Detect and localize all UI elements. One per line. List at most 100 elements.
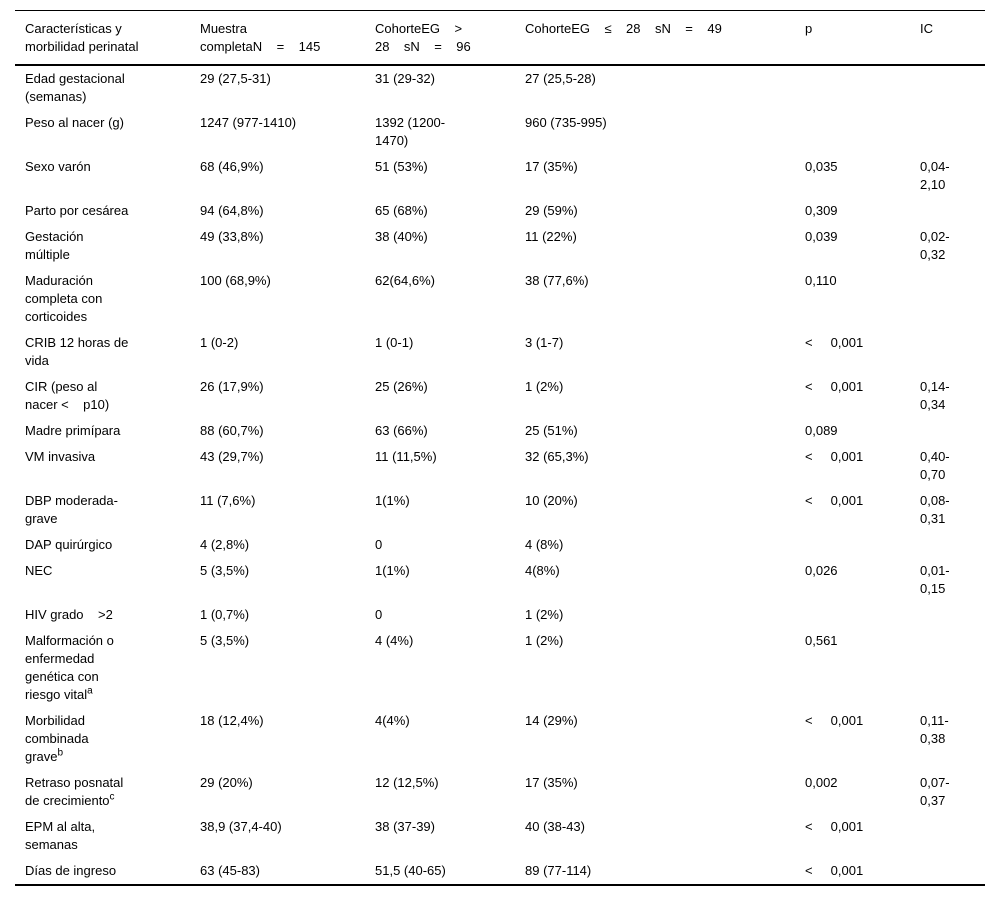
row-label-cell: Retraso posnatal de crecimientoc [25, 775, 124, 808]
p-value-cell: 0,309 [805, 203, 838, 218]
cohorte-le28-cell: 4(8%) [525, 563, 560, 578]
cohorte-le28-cell: 11 (22%) [525, 229, 577, 244]
row-label-cell: DAP quirúrgico [25, 537, 113, 552]
table-header: Características y morbilidad perinatal M… [15, 10, 985, 66]
footnote-marker: b [57, 747, 64, 759]
table-row: CRIB 12 horas de vida 1 (0-2) 1 (0-1) 3 (1-… [15, 330, 985, 374]
table-row: HIV grado >2 1 (0,7%) 0 1 (2%) [15, 602, 985, 628]
table-row: Malformación o enfermedad genética con r… [15, 628, 985, 708]
table-body: Edad gestacional (semanas) 29 (27,5-31) 31… [15, 65, 985, 885]
ic-cell: 0,07- 0,37 [920, 775, 950, 808]
column-header-muestra-completa: Muestra completaN = 145 [200, 10, 375, 66]
perinatal-morbidity-table: Características y morbilidad perinatal M… [15, 10, 985, 886]
cohorte-le28-cell: 25 (51%) [525, 423, 578, 438]
cohorte-le28-cell: 10 (20%) [525, 493, 578, 508]
cohorte-gt28-cell: 31 (29-32) [375, 71, 435, 86]
row-label-cell: Sexo varón [25, 159, 91, 174]
p-value-cell [805, 532, 920, 558]
table-row: EPM al alta, semanas 38,9 (37,4-40) 38 (37… [15, 814, 985, 858]
cohorte-le28-cell: 29 (59%) [525, 203, 578, 218]
ic-cell [920, 330, 985, 374]
muestra-completa-cell: 11 (7,6%) [200, 493, 256, 508]
table-row: Retraso posnatal de crecimientoc 29 (20%)… [15, 770, 985, 814]
muestra-completa-cell: 38,9 (37,4-40) [200, 819, 282, 834]
column-header-p: p [805, 10, 920, 66]
muestra-completa-cell: 26 (17,9%) [200, 379, 264, 394]
table-row: Morbilidad combinada graveb 18 (12,4%) 4(4… [15, 708, 985, 770]
p-value-cell: 0,002 [805, 775, 838, 790]
cohorte-le28-cell: 1 (2%) [525, 379, 564, 394]
row-label-cell: NEC [25, 563, 53, 578]
column-header-cohorte-le28: CohorteEG ≤ 28 sN = 49 [525, 10, 805, 66]
cohorte-gt28-cell: 4 (4%) [375, 633, 414, 648]
ic-cell: 0,14- 0,34 [920, 379, 950, 412]
p-value-cell: 0,039 [805, 229, 838, 244]
cohorte-le28-cell: 1 (2%) [525, 607, 564, 622]
table-row: Maduración completa con corticoides 100 (… [15, 268, 985, 330]
footnote-marker: a [87, 685, 93, 697]
ic-cell [920, 814, 985, 858]
footnote-marker: c [109, 791, 115, 803]
table-row: Gestación múltiple 49 (33,8%) 38 (40%) 11 (… [15, 224, 985, 268]
muestra-completa-cell: 29 (27,5-31) [200, 71, 271, 86]
cohorte-gt28-cell: 38 (40%) [375, 229, 428, 244]
cohorte-gt28-cell: 0 [375, 607, 383, 622]
cohorte-le28-cell: 14 (29%) [525, 713, 578, 728]
cohorte-gt28-cell: 11 (11,5%) [375, 449, 437, 464]
cohorte-gt28-cell: 51,5 (40-65) [375, 863, 446, 878]
table-row: Parto por cesárea 94 (64,8%) 65 (68%) 29 (5… [15, 198, 985, 224]
page: { "page": { "background_color": "#ffffff… [0, 10, 1000, 906]
muestra-completa-cell: 94 (64,8%) [200, 203, 264, 218]
muestra-completa-cell: 18 (12,4%) [200, 713, 264, 728]
cohorte-le28-cell: 3 (1-7) [525, 335, 564, 350]
table-row: Peso al nacer (g) 1247 (977-1410) 1392 (12… [15, 110, 985, 154]
p-value-cell: < 0,001 [805, 863, 864, 878]
muestra-completa-cell: 68 (46,9%) [200, 159, 264, 174]
ic-cell [920, 268, 985, 330]
ic-cell [920, 110, 985, 154]
row-label-cell: Morbilidad combinada graveb [25, 713, 89, 764]
cohorte-gt28-cell: 38 (37-39) [375, 819, 435, 834]
row-label-cell: CIR (peso al nacer < p10) [25, 379, 110, 412]
cohorte-le28-cell: 17 (35%) [525, 775, 578, 790]
p-value-cell: 0,561 [805, 633, 838, 648]
ic-cell [920, 602, 985, 628]
muestra-completa-cell: 1 (0,7%) [200, 607, 250, 622]
cohorte-le28-cell: 38 (77,6%) [525, 273, 589, 288]
row-label-cell: CRIB 12 horas de vida [25, 335, 129, 368]
column-header-cohorte-gt28: CohorteEG > 28 sN = 96 [375, 10, 525, 66]
muestra-completa-cell: 1 (0-2) [200, 335, 239, 350]
cohorte-le28-cell: 40 (38-43) [525, 819, 585, 834]
ic-cell [920, 198, 985, 224]
row-label-cell: VM invasiva [25, 449, 96, 464]
cohorte-gt28-cell: 65 (68%) [375, 203, 428, 218]
p-value-cell [805, 65, 920, 110]
muestra-completa-cell: 5 (3,5%) [200, 633, 250, 648]
table-row: Días de ingreso 63 (45-83) 51,5 (40-65) 89 … [15, 858, 985, 885]
p-value-cell: 0,026 [805, 563, 838, 578]
table-container: Características y morbilidad perinatal M… [15, 10, 985, 886]
cohorte-gt28-cell: 51 (53%) [375, 159, 428, 174]
row-label-cell: Parto por cesárea [25, 203, 129, 218]
row-label-cell: Malformación o enfermedad genética con r… [25, 633, 114, 702]
ic-cell: 0,01- 0,15 [920, 563, 950, 596]
cohorte-le28-cell: 32 (65,3%) [525, 449, 589, 464]
row-label-cell: Madre primípara [25, 423, 121, 438]
table-row: Edad gestacional (semanas) 29 (27,5-31) 31… [15, 65, 985, 110]
p-value-cell: < 0,001 [805, 713, 864, 728]
p-value-cell [805, 110, 920, 154]
row-label-cell: Peso al nacer (g) [25, 115, 124, 130]
column-header-ic: IC [920, 10, 985, 66]
muestra-completa-cell: 100 (68,9%) [200, 273, 271, 288]
ic-cell [920, 65, 985, 110]
muestra-completa-cell: 5 (3,5%) [200, 563, 250, 578]
row-label-cell: Edad gestacional (semanas) [25, 71, 125, 104]
ic-cell [920, 418, 985, 444]
row-label-cell: Días de ingreso [25, 863, 117, 878]
cohorte-gt28-cell: 0 [375, 537, 383, 552]
muestra-completa-cell: 29 (20%) [200, 775, 253, 790]
cohorte-gt28-cell: 62(64,6%) [375, 273, 435, 288]
ic-cell: 0,04- 2,10 [920, 159, 950, 192]
row-label-cell: DBP moderada- grave [25, 493, 118, 526]
row-label-cell: HIV grado >2 [25, 607, 113, 622]
